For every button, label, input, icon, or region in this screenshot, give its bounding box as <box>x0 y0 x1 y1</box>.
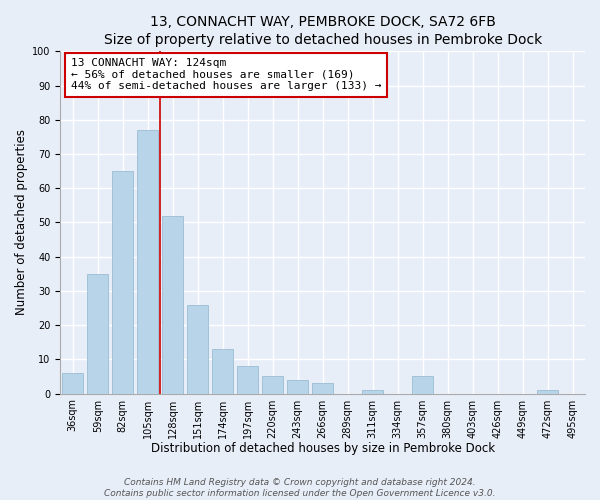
Bar <box>287 380 308 394</box>
Bar <box>62 373 83 394</box>
Bar <box>412 376 433 394</box>
Bar <box>537 390 558 394</box>
Y-axis label: Number of detached properties: Number of detached properties <box>15 130 28 316</box>
Text: 13 CONNACHT WAY: 124sqm
← 56% of detached houses are smaller (169)
44% of semi-d: 13 CONNACHT WAY: 124sqm ← 56% of detache… <box>71 58 381 92</box>
Text: Contains HM Land Registry data © Crown copyright and database right 2024.
Contai: Contains HM Land Registry data © Crown c… <box>104 478 496 498</box>
Bar <box>112 171 133 394</box>
Bar <box>212 349 233 394</box>
X-axis label: Distribution of detached houses by size in Pembroke Dock: Distribution of detached houses by size … <box>151 442 494 455</box>
Bar <box>187 304 208 394</box>
Bar <box>312 384 333 394</box>
Bar <box>237 366 258 394</box>
Bar <box>262 376 283 394</box>
Bar <box>137 130 158 394</box>
Bar <box>87 274 109 394</box>
Title: 13, CONNACHT WAY, PEMBROKE DOCK, SA72 6FB
Size of property relative to detached : 13, CONNACHT WAY, PEMBROKE DOCK, SA72 6F… <box>104 15 542 48</box>
Bar <box>162 216 184 394</box>
Bar <box>362 390 383 394</box>
